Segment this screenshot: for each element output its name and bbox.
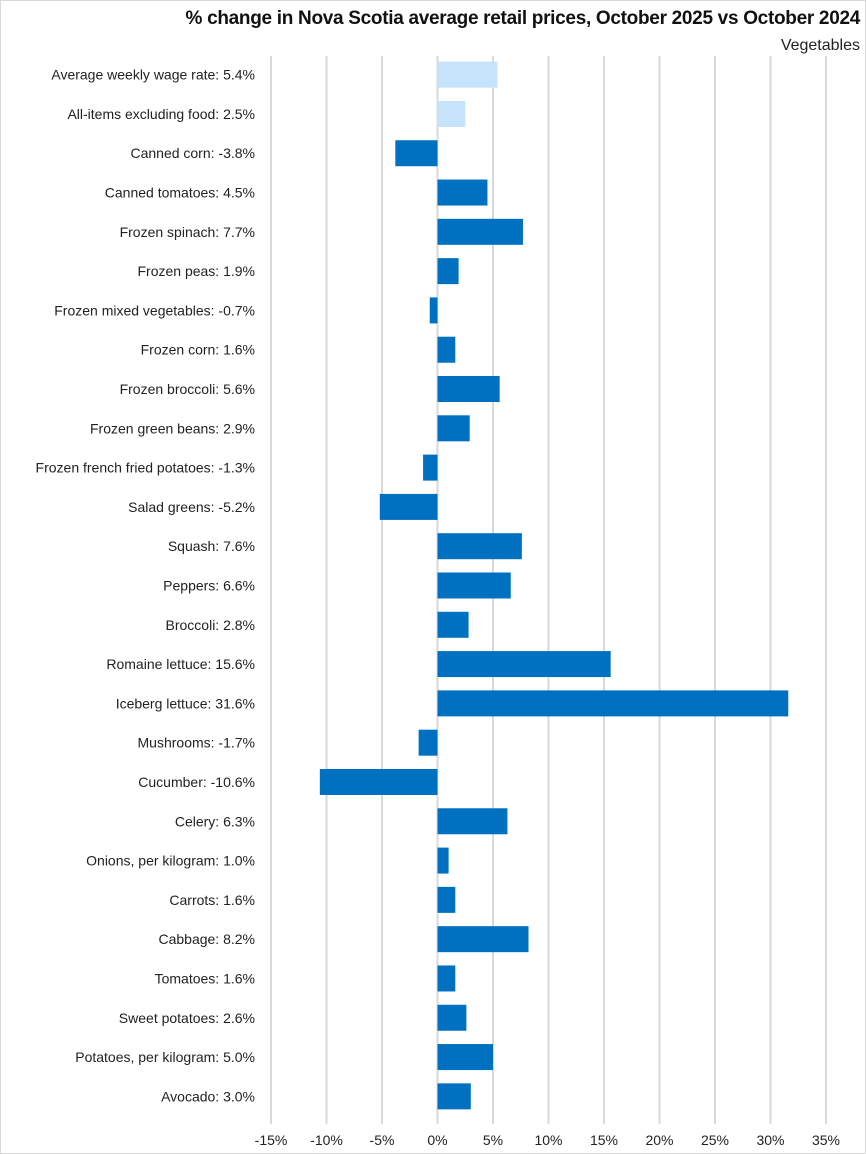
chart-subtitle: Vegetables <box>780 37 860 54</box>
bar <box>429 297 438 324</box>
bar <box>437 651 611 678</box>
bar <box>437 965 456 992</box>
bar <box>437 611 469 638</box>
bar <box>395 140 438 167</box>
x-tick-label: 30% <box>756 1132 784 1148</box>
category-label: Broccoli: 2.8% <box>166 617 255 633</box>
category-label: Iceberg lettuce: 31.6% <box>116 695 255 711</box>
category-label: Frozen mixed vegetables: -0.7% <box>54 302 255 318</box>
x-tick-label: 20% <box>645 1132 673 1148</box>
category-label: All-items excluding food: 2.5% <box>67 106 255 122</box>
category-label: Tomatoes: 1.6% <box>155 970 255 986</box>
category-label: Frozen spinach: 7.7% <box>120 224 255 240</box>
x-tick-label: -10% <box>310 1132 343 1148</box>
bar <box>437 926 529 953</box>
category-label: Frozen french fried potatoes: -1.3% <box>36 460 255 476</box>
chart-title: % change in Nova Scotia average retail p… <box>185 8 861 29</box>
bar <box>437 376 500 403</box>
bar <box>437 336 456 363</box>
x-tick-label: 15% <box>590 1132 618 1148</box>
bar <box>418 729 438 756</box>
bar <box>437 218 523 245</box>
category-label: Canned tomatoes: 4.5% <box>105 185 255 201</box>
bar <box>437 1044 493 1071</box>
x-tick-label: -15% <box>255 1132 288 1148</box>
category-label: Celery: 6.3% <box>175 813 255 829</box>
x-axis-tick-labels: -15% -10% -5% 0% 5% 10% 15% 20% 25% 30% 35% <box>255 1132 840 1148</box>
bar <box>437 847 449 874</box>
category-label: Salad greens: -5.2% <box>128 499 255 515</box>
category-labels: Average weekly wage rate: 5.4% All-items … <box>36 67 255 1105</box>
category-label: Cucumber: -10.6% <box>138 774 255 790</box>
bar <box>379 493 438 520</box>
category-label: Potatoes, per kilogram: 5.0% <box>75 1049 255 1065</box>
bar <box>437 1083 471 1110</box>
bar <box>437 258 459 285</box>
x-tick-label: -5% <box>370 1132 395 1148</box>
category-label: Carrots: 1.6% <box>169 892 255 908</box>
x-tick-label: 35% <box>812 1132 840 1148</box>
bar <box>437 886 456 913</box>
bar <box>437 100 466 127</box>
x-tick-label: 10% <box>534 1132 562 1148</box>
x-tick-label: 25% <box>701 1132 729 1148</box>
category-label: Frozen peas: 1.9% <box>137 263 255 279</box>
category-label: Sweet potatoes: 2.6% <box>119 1010 255 1026</box>
category-label: Avocado: 3.0% <box>161 1088 255 1104</box>
category-label: Frozen broccoli: 5.6% <box>120 381 255 397</box>
bar <box>437 690 789 717</box>
category-label: Frozen green beans: 2.9% <box>90 420 255 436</box>
x-tick-label: 5% <box>483 1132 503 1148</box>
category-label: Canned corn: -3.8% <box>130 145 255 161</box>
bars <box>319 61 789 1110</box>
gridlines <box>270 56 827 1124</box>
category-label: Mushrooms: -1.7% <box>138 735 255 751</box>
bar <box>437 61 498 88</box>
bar <box>423 454 438 481</box>
category-label: Squash: 7.6% <box>168 538 255 554</box>
bar <box>437 1004 467 1031</box>
category-label: Average weekly wage rate: 5.4% <box>51 67 255 83</box>
x-tick-label: 0% <box>427 1132 447 1148</box>
bar <box>437 415 470 442</box>
bar <box>437 533 522 560</box>
bar <box>319 768 438 795</box>
category-label: Onions, per kilogram: 1.0% <box>86 853 255 869</box>
category-label: Cabbage: 8.2% <box>158 931 255 947</box>
bar <box>437 572 511 599</box>
category-label: Peppers: 6.6% <box>163 578 255 594</box>
category-label: Romaine lettuce: 15.6% <box>106 656 255 672</box>
bar <box>437 808 508 835</box>
bar <box>437 179 488 206</box>
category-label: Frozen corn: 1.6% <box>141 342 255 358</box>
